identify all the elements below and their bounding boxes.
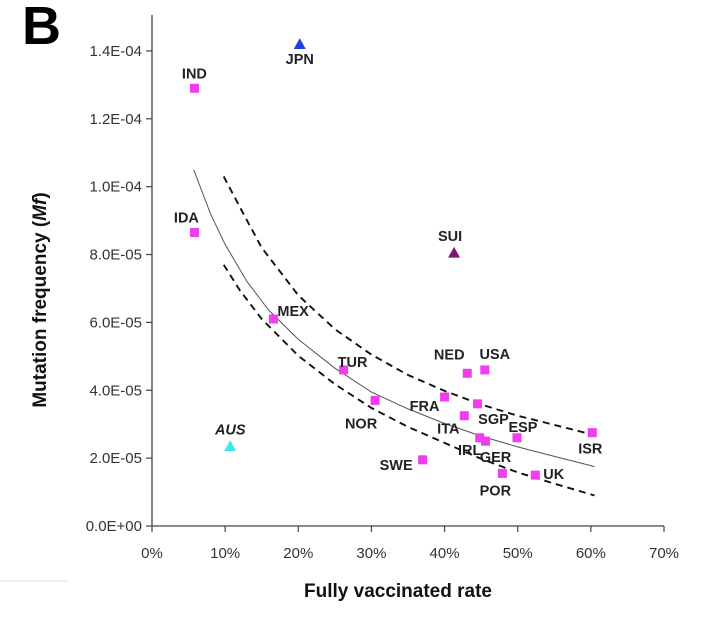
point-irl	[475, 433, 485, 443]
label-usa: USA	[479, 347, 510, 363]
x-tick-label: 60%	[576, 545, 606, 562]
y-ticks: 0.0E+00 2.0E-05 4.0E-05 6.0E-05 8.0E-05 1.0E-…	[86, 43, 152, 535]
label-esp: ESP	[508, 420, 537, 436]
point-ita	[459, 411, 469, 421]
y-tick-label: 8.0E-05	[89, 247, 142, 264]
axes	[151, 15, 664, 527]
label-ita: ITA	[437, 422, 460, 438]
x-tick-label: 20%	[283, 545, 313, 562]
point-tur	[339, 365, 349, 375]
label-ned: NED	[434, 347, 465, 363]
point-uk	[530, 470, 540, 480]
label-jpn: JPN	[286, 52, 314, 68]
fitted-curve	[193, 169, 595, 468]
x-tick-label: 50%	[503, 545, 533, 562]
point-mex	[268, 314, 278, 324]
point-ger	[481, 436, 491, 446]
label-aus: AUS	[214, 422, 246, 438]
point-esp	[512, 433, 522, 443]
label-ger: GER	[480, 450, 512, 466]
upper-confidence-band	[222, 176, 595, 437]
y-tick-label: 6.0E-05	[89, 314, 142, 331]
point-por	[497, 468, 507, 478]
label-ida: IDA	[174, 210, 200, 226]
y-tick-label: 0.0E+00	[86, 518, 142, 535]
y-axis-title-main: Mutation frequency (	[30, 220, 51, 408]
label-isr: ISR	[578, 442, 603, 458]
label-nor: NOR	[345, 416, 378, 432]
point-sgp	[472, 399, 482, 409]
y-axis-title: Mutation frequency (Mf)	[30, 192, 51, 407]
x-axis-title: Fully vaccinated rate	[304, 581, 492, 602]
label-sui: SUI	[438, 229, 462, 245]
label-swe: SWE	[380, 458, 413, 474]
point-usa	[480, 365, 490, 375]
y-tick-label: 1.4E-04	[89, 43, 142, 60]
y-tick-label: 4.0E-05	[89, 382, 142, 399]
y-tick-label: 2.0E-05	[89, 450, 142, 467]
point-swe	[418, 455, 428, 465]
x-tick-label: 10%	[210, 545, 240, 562]
label-mex: MEX	[277, 304, 309, 320]
y-tick-label: 1.0E-04	[89, 179, 142, 196]
x-tick-label: 0%	[141, 545, 163, 562]
x-tick-label: 30%	[356, 545, 386, 562]
x-tick-label: 70%	[649, 545, 679, 562]
point-ned	[462, 368, 472, 378]
regression-curves	[193, 169, 595, 497]
point-isr	[587, 428, 597, 438]
y-tick-label: 1.2E-04	[89, 111, 142, 128]
point-ida	[189, 227, 199, 237]
label-por: POR	[480, 483, 512, 499]
point-aus	[224, 440, 237, 452]
x-tick-label: 40%	[430, 545, 460, 562]
point-sui	[448, 246, 461, 258]
label-fra: FRA	[410, 399, 440, 415]
panel-label: B	[22, 0, 61, 56]
lower-confidence-band	[222, 264, 595, 497]
x-ticks: 0% 10% 20% 30% 40% 50% 60% 70%	[141, 526, 679, 562]
y-axis-title-end: )	[30, 192, 51, 198]
point-ind	[189, 83, 199, 93]
y-axis-title-italic: Mf	[30, 197, 51, 221]
label-sgp: SGP	[478, 412, 509, 428]
point-fra	[440, 392, 450, 402]
label-uk: UK	[543, 467, 564, 483]
label-tur: TUR	[338, 355, 368, 371]
label-irl: IRL	[458, 443, 482, 459]
point-jpn	[293, 38, 306, 49]
label-ind: IND	[182, 66, 207, 82]
point-nor	[370, 395, 380, 405]
